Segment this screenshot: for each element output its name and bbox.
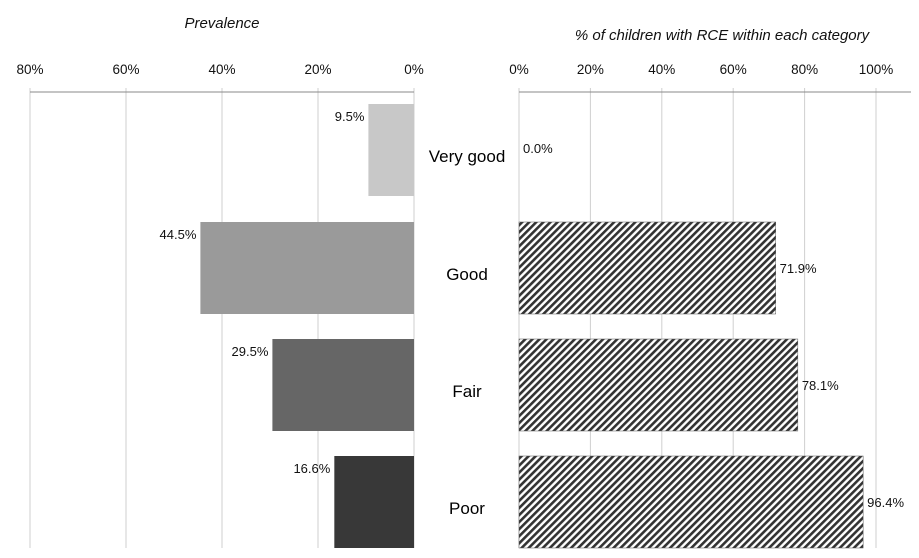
- right-data-label: 96.4%: [867, 495, 904, 510]
- left-tick-label: 20%: [304, 62, 331, 77]
- right-panel: % of children with RCE within each categ…: [509, 27, 911, 549]
- left-data-label: 9.5%: [335, 109, 365, 124]
- right-bar: [518, 455, 864, 549]
- left-bar: [200, 222, 414, 314]
- left-tick-label: 80%: [16, 62, 43, 77]
- right-tick-label: 20%: [577, 62, 604, 77]
- category-label: Poor: [449, 499, 485, 518]
- left-data-label: 16.6%: [293, 461, 330, 476]
- category-labels: Very good Good Fair Poor: [429, 147, 506, 518]
- left-tick-labels: 80% 60% 40% 20% 0%: [16, 62, 423, 77]
- left-bar: [368, 104, 414, 196]
- right-tick-label: 40%: [648, 62, 675, 77]
- left-data-labels: 9.5% 44.5% 29.5% 16.6%: [160, 109, 365, 476]
- left-tick-label: 40%: [208, 62, 235, 77]
- right-data-label: 71.9%: [780, 261, 817, 276]
- left-bar: [272, 339, 414, 431]
- right-data-labels: 0.0% 71.9% 78.1% 96.4%: [523, 141, 904, 510]
- right-panel-title: % of children with RCE within each categ…: [575, 27, 871, 44]
- left-data-label: 29.5%: [232, 344, 269, 359]
- left-bars: [200, 104, 414, 548]
- right-tick-label: 80%: [791, 62, 818, 77]
- left-data-label: 44.5%: [160, 227, 197, 242]
- left-bar: [334, 456, 414, 548]
- right-bar: [518, 338, 799, 432]
- left-panel-title: Prevalence: [184, 15, 259, 32]
- category-label: Very good: [429, 147, 506, 166]
- right-data-label: 0.0%: [523, 141, 553, 156]
- right-tick-labels: 0% 20% 40% 60% 80% 100%: [509, 62, 893, 77]
- category-label: Fair: [452, 382, 482, 401]
- right-tick-label: 100%: [859, 62, 894, 77]
- right-bar: [518, 221, 776, 315]
- right-tick-label: 60%: [720, 62, 747, 77]
- right-data-label: 78.1%: [802, 378, 839, 393]
- left-panel: Prevalence 80% 60% 40% 20% 0% 9.5% 44.5% 29.5%…: [16, 15, 424, 548]
- left-tick-label: 0%: [404, 62, 424, 77]
- category-label: Good: [446, 265, 488, 284]
- left-tick-label: 60%: [112, 62, 139, 77]
- right-bars: [518, 221, 864, 549]
- right-tick-label: 0%: [509, 62, 529, 77]
